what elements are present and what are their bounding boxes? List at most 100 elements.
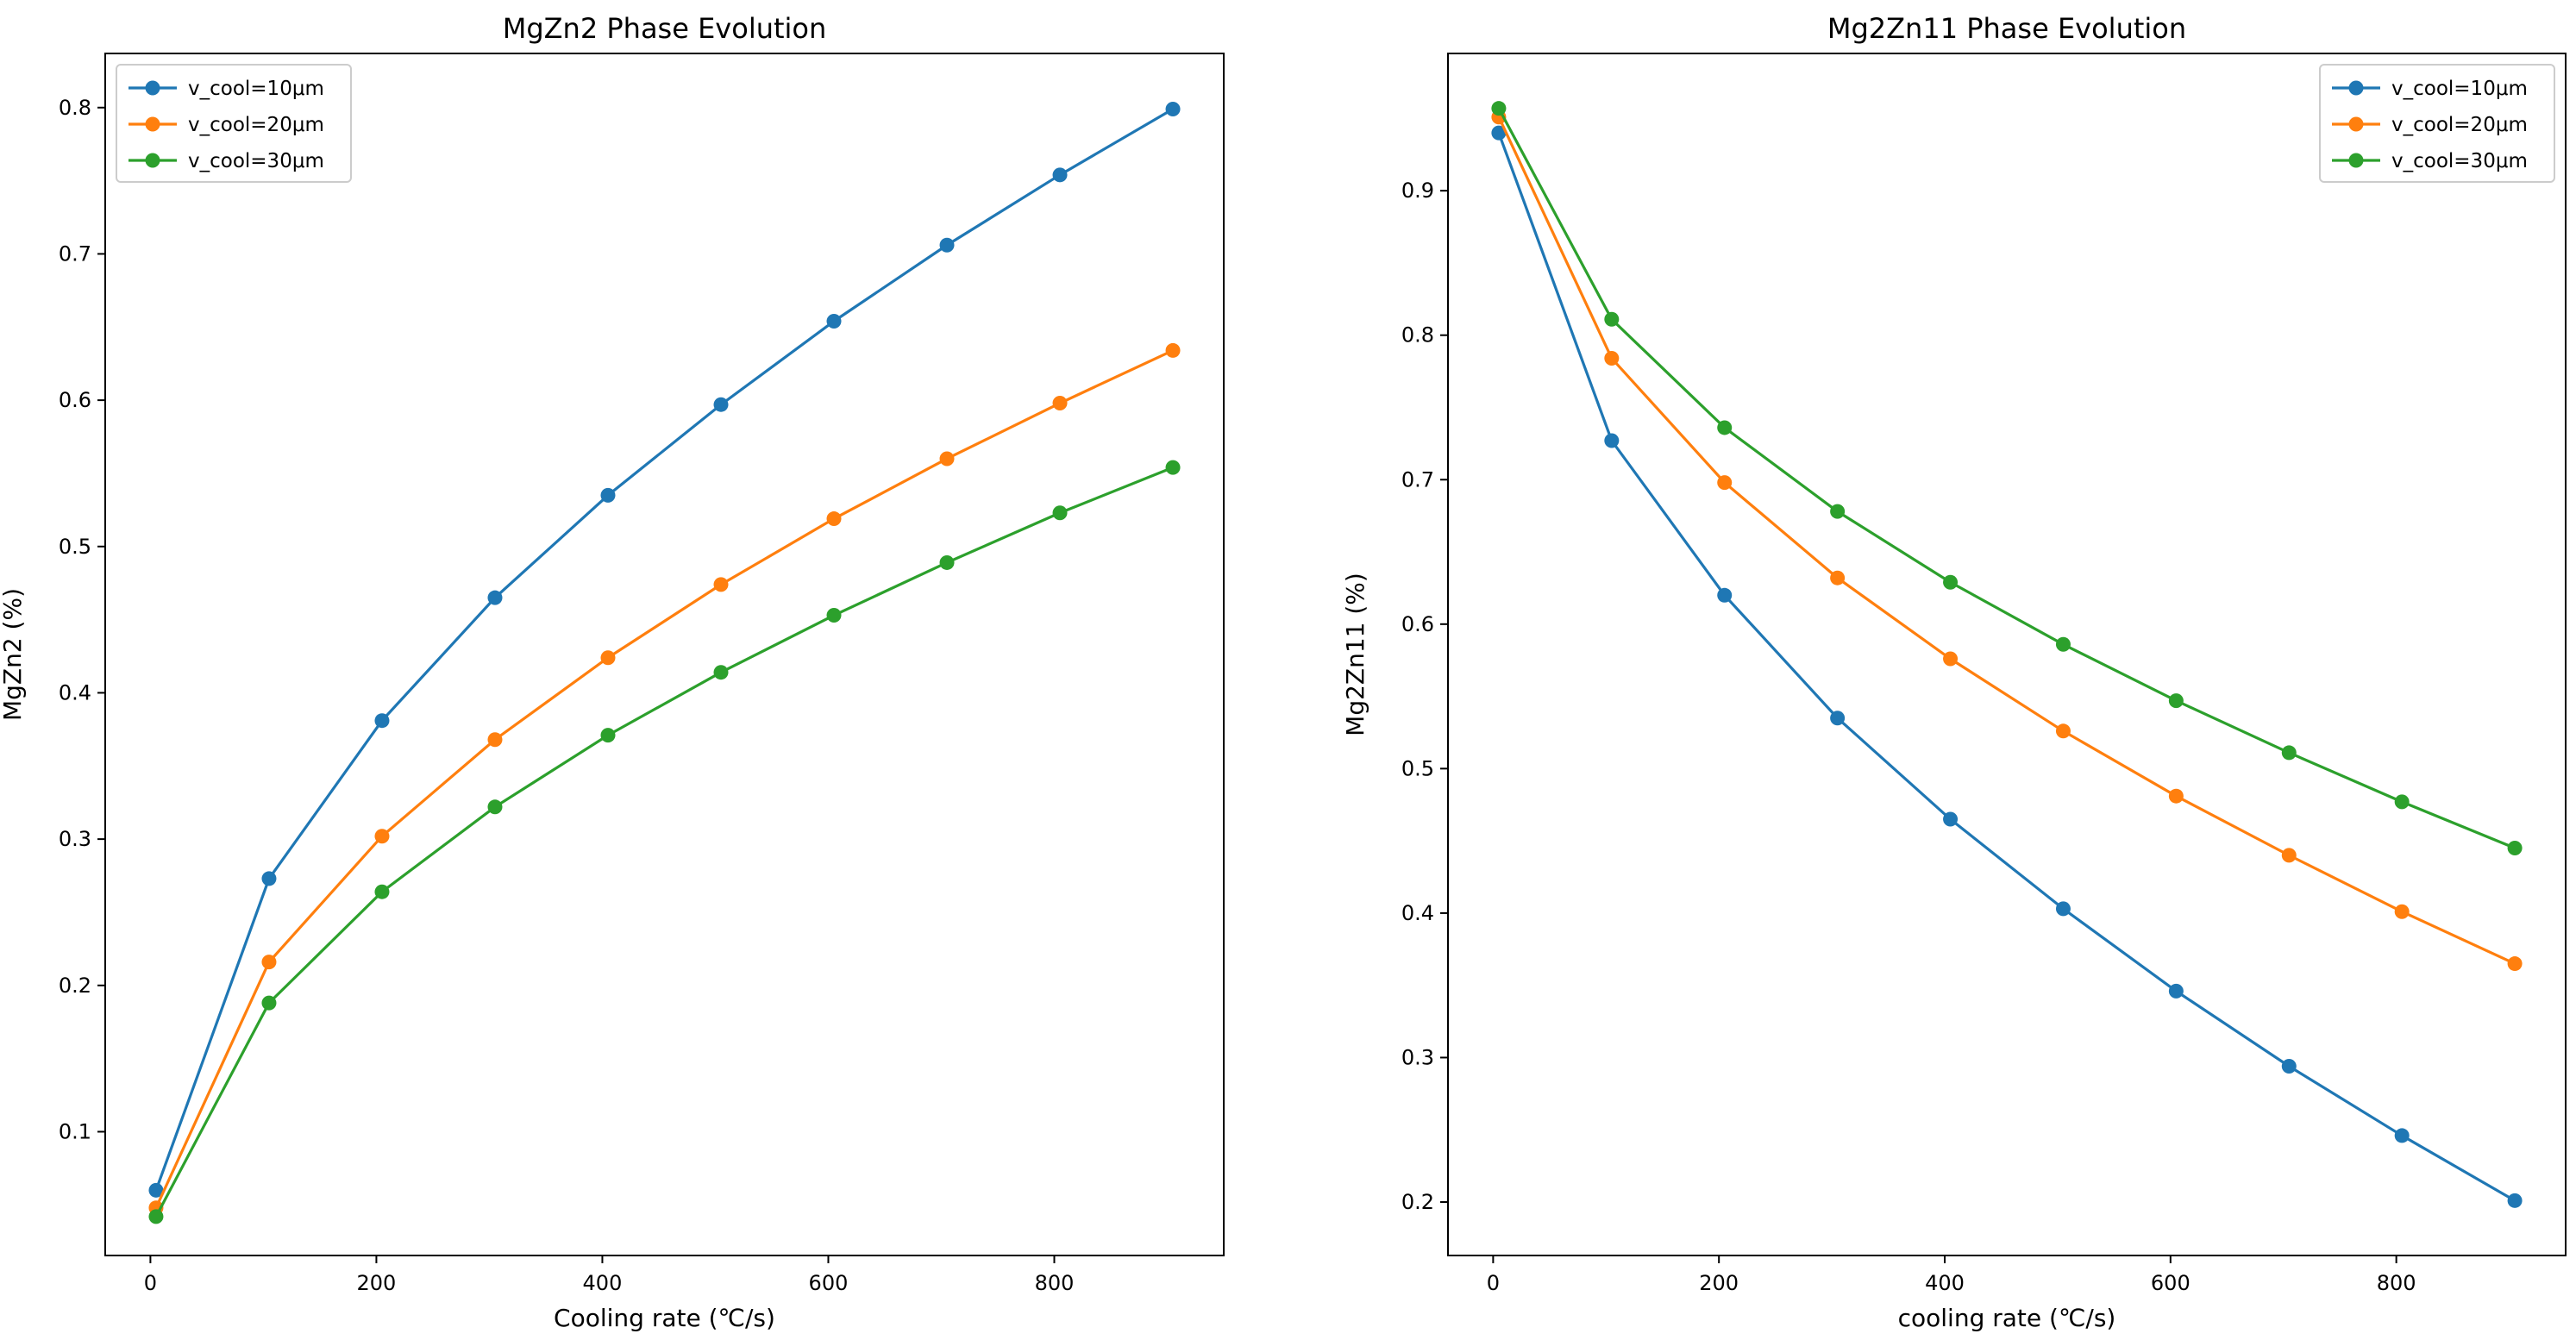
mgzn2-series-v-cool-10-m-point [148,1182,164,1198]
mgzn2-series-v-cool-10-m-point [939,237,955,253]
mgzn2-y-tick-label: 0.6 [59,388,91,412]
mg2zn11-series-v-cool-20-m-point [1717,475,1733,491]
mg2zn11-legend-v-cool-30-m-label: v_cool=30μm [2391,150,2528,172]
mg2zn11-legend-v-cool-20-m-label: v_cool=20μm [2391,114,2528,136]
mgzn2-legend-v-cool-10-m-marker [145,80,160,96]
mgzn2-series-v-cool-30-m-point [713,665,729,680]
mgzn2-y-axis-label: MgZn2 (%) [0,588,27,721]
mgzn2-chart-panel: MgZn2 Phase Evolution Cooling rate (℃/s) M… [0,12,1225,1332]
mg2zn11-x-tick-label: 800 [2377,1271,2416,1295]
mg2zn11-series-v-cool-10-m-point [1830,711,1846,726]
mg2zn11-series-v-cool-10-m-point [2281,1059,2297,1074]
mg2zn11-series-v-cool-30-m-point [1943,574,1959,590]
mg2zn11-series-v-cool-30-m-point [2168,693,2184,709]
mg2zn11-series-v-cool-20-m-point [2507,956,2523,972]
mg2zn11-series-v-cool-20-m-point [2394,904,2410,919]
mg2zn11-series-v-cool-30-m-point [2394,794,2410,810]
mgzn2-x-tick-label: 800 [1035,1271,1075,1295]
mgzn2-x-tick-label: 600 [809,1271,849,1295]
mg2zn11-axes-frame [1447,53,2567,1256]
mgzn2-series-v-cool-30-m-line [154,466,1174,1218]
mgzn2-legend-v-cool-10-m-label: v_cool=10μm [188,78,324,100]
mgzn2-legend: v_cool=10μm v_cool=20μm v_cool=30μm [116,64,352,183]
mgzn2-series-v-cool-10-m-point [261,871,277,886]
mg2zn11-series-v-cool-30-m-point [2281,745,2297,761]
mgzn2-legend-v-cool-30-m-label: v_cool=30μm [188,150,324,172]
mgzn2-series-v-cool-20-m-point [713,577,729,592]
mg2zn11-series-v-cool-10-m-point [2055,901,2071,917]
mg2zn11-x-tick-label: 200 [1699,1271,1739,1295]
mg2zn11-series-v-cool-20-m-point [1604,351,1620,366]
mg2zn11-series-v-cool-20-m-point [2168,788,2184,804]
mg2zn11-y-tick-label: 0.9 [1401,178,1434,203]
mgzn2-series-v-cool-10-m-point [1052,167,1068,183]
mgzn2-legend-v-cool-20-m-label: v_cool=20μm [188,114,324,136]
mgzn2-chart-title: MgZn2 Phase Evolution [503,12,827,45]
mgzn2-series-v-cool-30-m-point [1165,460,1181,475]
mg2zn11-legend: v_cool=10μm v_cool=20μm v_cool=30μm [2319,64,2555,183]
mg2zn11-chart-title: Mg2Zn11 Phase Evolution [1827,12,2186,45]
mg2zn11-series-v-cool-20-m-point [1830,570,1846,585]
mg2zn11-series-v-cool-10-m-point [2394,1128,2410,1143]
mgzn2-legend-box [116,64,352,183]
mgzn2-series-v-cool-30-m-point [148,1209,164,1224]
mgzn2-legend-v-cool-20-m-marker [145,116,160,132]
mgzn2-series-v-cool-30-m-point [600,728,616,743]
mgzn2-series-v-cool-30-m-point [374,884,390,899]
mgzn2-series-v-cool-20-m-point [487,732,503,748]
mg2zn11-y-tick-label: 0.3 [1401,1045,1434,1069]
mg2zn11-series-v-cool-30-m-point [1604,311,1620,327]
mgzn2-series-v-cool-10-m-point [1165,101,1181,116]
mg2zn11-series-v-cool-10-m-point [1491,125,1507,141]
mg2zn11-y-tick-label: 0.5 [1401,756,1434,780]
mg2zn11-series-v-cool-10-m-point [1604,433,1620,448]
mg2zn11-y-axis-label: Mg2Zn11 (%) [1341,573,1369,736]
mgzn2-y-tick-label: 0.2 [59,974,91,998]
mgzn2-y-tick-label: 0.4 [59,680,91,704]
mg2zn11-series-v-cool-10-m-line [1497,132,2516,1202]
mgzn2-series-v-cool-30-m-point [826,608,842,623]
mgzn2-series-v-cool-20-m-line [154,348,1174,1209]
mg2zn11-series-v-cool-20-m-point [1943,651,1959,667]
mg2zn11-x-axis-label: cooling rate (℃/s) [1898,1304,2116,1332]
mgzn2-series-v-cool-30-m-point [1052,505,1068,521]
mgzn2-series-v-cool-10-m-point [713,397,729,412]
mgzn2-x-tick-label: 200 [357,1271,397,1295]
mgzn2-series-v-cool-10-m-point [600,487,616,503]
mg2zn11-y-tick-label: 0.8 [1401,323,1434,348]
mg2zn11-series-v-cool-30-m-point [2055,636,2071,652]
mgzn2-y-tick-label: 0.8 [59,96,91,120]
mg2zn11-series-v-cool-20-m-point [2281,848,2297,863]
mg2zn11-y-tick-label: 0.7 [1401,467,1434,492]
mgzn2-y-tick-label: 0.3 [59,827,91,851]
mgzn2-y-tick-label: 0.1 [59,1119,91,1143]
mg2zn11-legend-v-cool-20-m-marker [2348,116,2364,132]
mg2zn11-legend-v-cool-10-m-marker [2348,80,2364,96]
mg2zn11-x-tick-label: 0 [1487,1271,1500,1295]
mg2zn11-series-v-cool-10-m-point [2507,1193,2523,1208]
mgzn2-y-tick-label: 0.7 [59,241,91,266]
mgzn2-series-v-cool-10-m-point [826,313,842,329]
mg2zn11-series-v-cool-10-m-point [1943,811,1959,827]
mgzn2-series-v-cool-30-m-point [487,799,503,815]
mg2zn11-series-v-cool-20-m-point [2055,723,2071,739]
mg2zn11-legend-v-cool-30-m-marker [2348,153,2364,168]
mg2zn11-series-v-cool-10-m-point [2168,983,2184,999]
mg2zn11-series-v-cool-30-m-line [1497,107,2516,849]
mgzn2-series-v-cool-20-m-point [826,511,842,527]
mg2zn11-series-v-cool-30-m-point [2507,841,2523,856]
mgzn2-legend-v-cool-30-m-marker [145,153,160,168]
mgzn2-x-tick-label: 0 [144,1271,157,1295]
mgzn2-series-v-cool-20-m-point [1052,396,1068,411]
mg2zn11-series-v-cool-30-m-point [1717,420,1733,435]
mg2zn11-series-v-cool-10-m-point [1717,587,1733,603]
mgzn2-series-v-cool-20-m-point [1165,342,1181,358]
mgzn2-series-v-cool-30-m-point [939,554,955,570]
mgzn2-x-tick-label: 400 [583,1271,623,1295]
mgzn2-series-v-cool-10-m-line [154,108,1174,1191]
mg2zn11-x-tick-label: 600 [2151,1271,2191,1295]
mg2zn11-series-v-cool-30-m-point [1830,504,1846,519]
mgzn2-series-v-cool-20-m-point [261,955,277,970]
